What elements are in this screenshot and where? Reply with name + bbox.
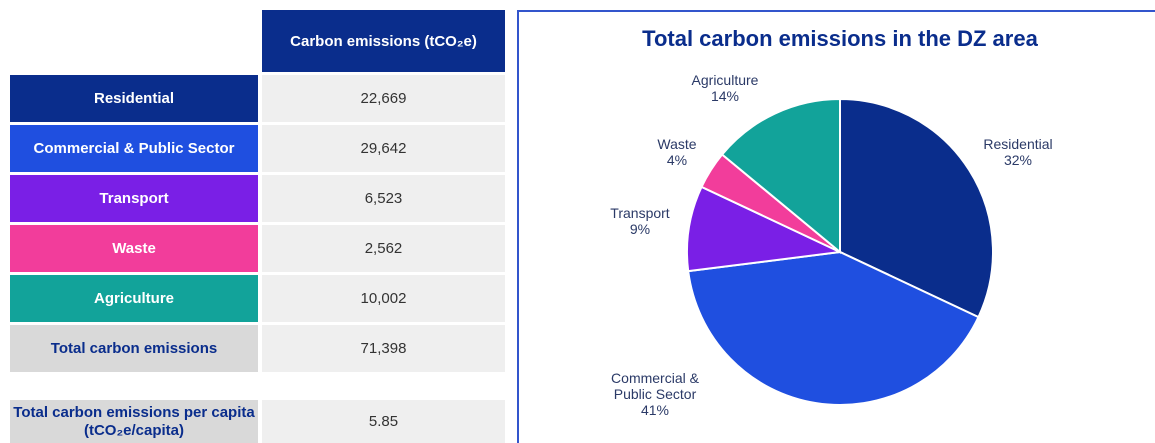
row-value: 22,669: [262, 75, 505, 122]
per-capita-label: Total carbon emissions per capita (tCO₂e…: [10, 400, 258, 443]
row-label: Commercial & Public Sector: [10, 125, 258, 172]
pie-label-value: 32%: [1003, 152, 1033, 168]
chart-title: Total carbon emissions in the DZ area: [642, 26, 1038, 51]
row-label: Transport: [10, 175, 258, 222]
pie-label: Residential 32%: [963, 136, 1073, 168]
chart-panel: [517, 10, 1155, 443]
row-label: Waste: [10, 225, 258, 272]
row-value: 2,562: [262, 225, 505, 272]
row-value: 6,523: [262, 175, 505, 222]
pie-label-name: Transport: [610, 205, 670, 221]
pie-slice: [720, 97, 841, 255]
pie-label-name: Commercial & Public Sector: [611, 370, 699, 402]
row-label: Total carbon emissions: [10, 325, 258, 372]
pie-label: Commercial & Public Sector 41%: [605, 370, 705, 418]
pie-label: Waste 4%: [647, 136, 707, 168]
row-label: Agriculture: [10, 275, 258, 322]
row-label: Residential: [10, 75, 258, 122]
pie-label-value: 14%: [710, 88, 740, 104]
pie-label: Agriculture 14%: [680, 72, 770, 104]
pie-label: Transport 9%: [600, 205, 680, 237]
pie-label-value: 9%: [629, 221, 651, 237]
per-capita-value: 5.85: [262, 400, 505, 443]
pie-label-value: 41%: [640, 402, 670, 418]
pie-label-name: Agriculture: [691, 72, 759, 88]
pie-slice: [686, 185, 844, 273]
row-value: 71,398: [262, 325, 505, 372]
pie-slice: [839, 97, 994, 319]
row-value: 29,642: [262, 125, 505, 172]
table-header: Carbon emissions (tCO₂e): [262, 10, 505, 72]
pie-label-value: 4%: [666, 152, 688, 168]
row-value: 10,002: [262, 275, 505, 322]
pie-label-name: Waste: [657, 136, 697, 152]
pie-slice: [687, 250, 980, 406]
pie-label-name: Residential: [983, 136, 1053, 152]
